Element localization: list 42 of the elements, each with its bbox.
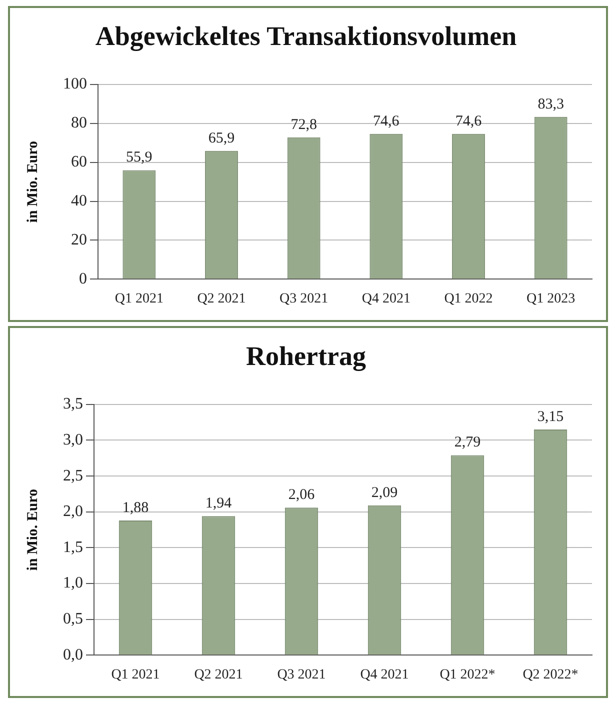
y-tick-label: 0: [79, 270, 87, 288]
x-tick-label: Q1 2022: [444, 291, 493, 306]
y-tick-label: 20: [71, 231, 87, 248]
chart-title: Rohertrag: [246, 341, 366, 372]
y-axis-title: in Mio. Euro: [24, 488, 41, 571]
data-label: 74,6: [373, 113, 400, 130]
y-tick-label: 60: [71, 154, 87, 171]
y-tick-label: 40: [71, 192, 87, 210]
data-label: 74,6: [455, 113, 482, 130]
x-tick-label: Q1 2021: [111, 667, 160, 682]
data-label: 55,9: [126, 150, 152, 166]
data-label: 2,79: [454, 434, 481, 451]
y-tick-label: 3,5: [63, 396, 83, 413]
x-tick-label: Q4 2021: [360, 667, 409, 682]
data-label: 83,3: [538, 96, 564, 112]
y-tick-label: 0,0: [63, 646, 83, 664]
data-label: 1,94: [205, 496, 232, 512]
x-tick-label: Q3 2021: [280, 291, 328, 306]
y-axis-title: in Mio. Euro: [24, 140, 41, 223]
y-tick-label: 2,5: [63, 467, 83, 484]
data-label: 2,09: [371, 484, 398, 501]
x-tick-label: Q1 2021: [114, 291, 164, 306]
x-tick-label: Q2 2021: [197, 291, 246, 306]
y-tick-label: 1,0: [63, 574, 83, 592]
x-tick-label: Q1 2022*: [440, 667, 496, 682]
y-tick-label: 2,0: [63, 503, 83, 520]
x-tick-label: Q4 2021: [362, 291, 410, 306]
y-tick-label: 0,5: [63, 610, 83, 628]
x-tick-label: Q2 2022*: [522, 667, 578, 682]
x-tick-label: Q1 2023: [526, 291, 576, 306]
y-tick-label: 3,0: [63, 431, 83, 448]
data-label: 72,8: [290, 116, 317, 133]
x-tick-label: Q2 2021: [194, 667, 243, 682]
chart-title: Abgewickeltes Transaktionsvolumen: [95, 21, 517, 52]
data-label: 1,88: [122, 500, 149, 516]
y-tick-label: 100: [63, 76, 87, 93]
data-label: 3,15: [537, 408, 564, 425]
y-tick-label: 80: [71, 114, 87, 132]
data-label: 2,06: [288, 487, 316, 504]
y-tick-label: 1,5: [63, 538, 83, 556]
x-tick-label: Q3 2021: [277, 667, 326, 682]
data-label: 65,9: [208, 130, 235, 146]
